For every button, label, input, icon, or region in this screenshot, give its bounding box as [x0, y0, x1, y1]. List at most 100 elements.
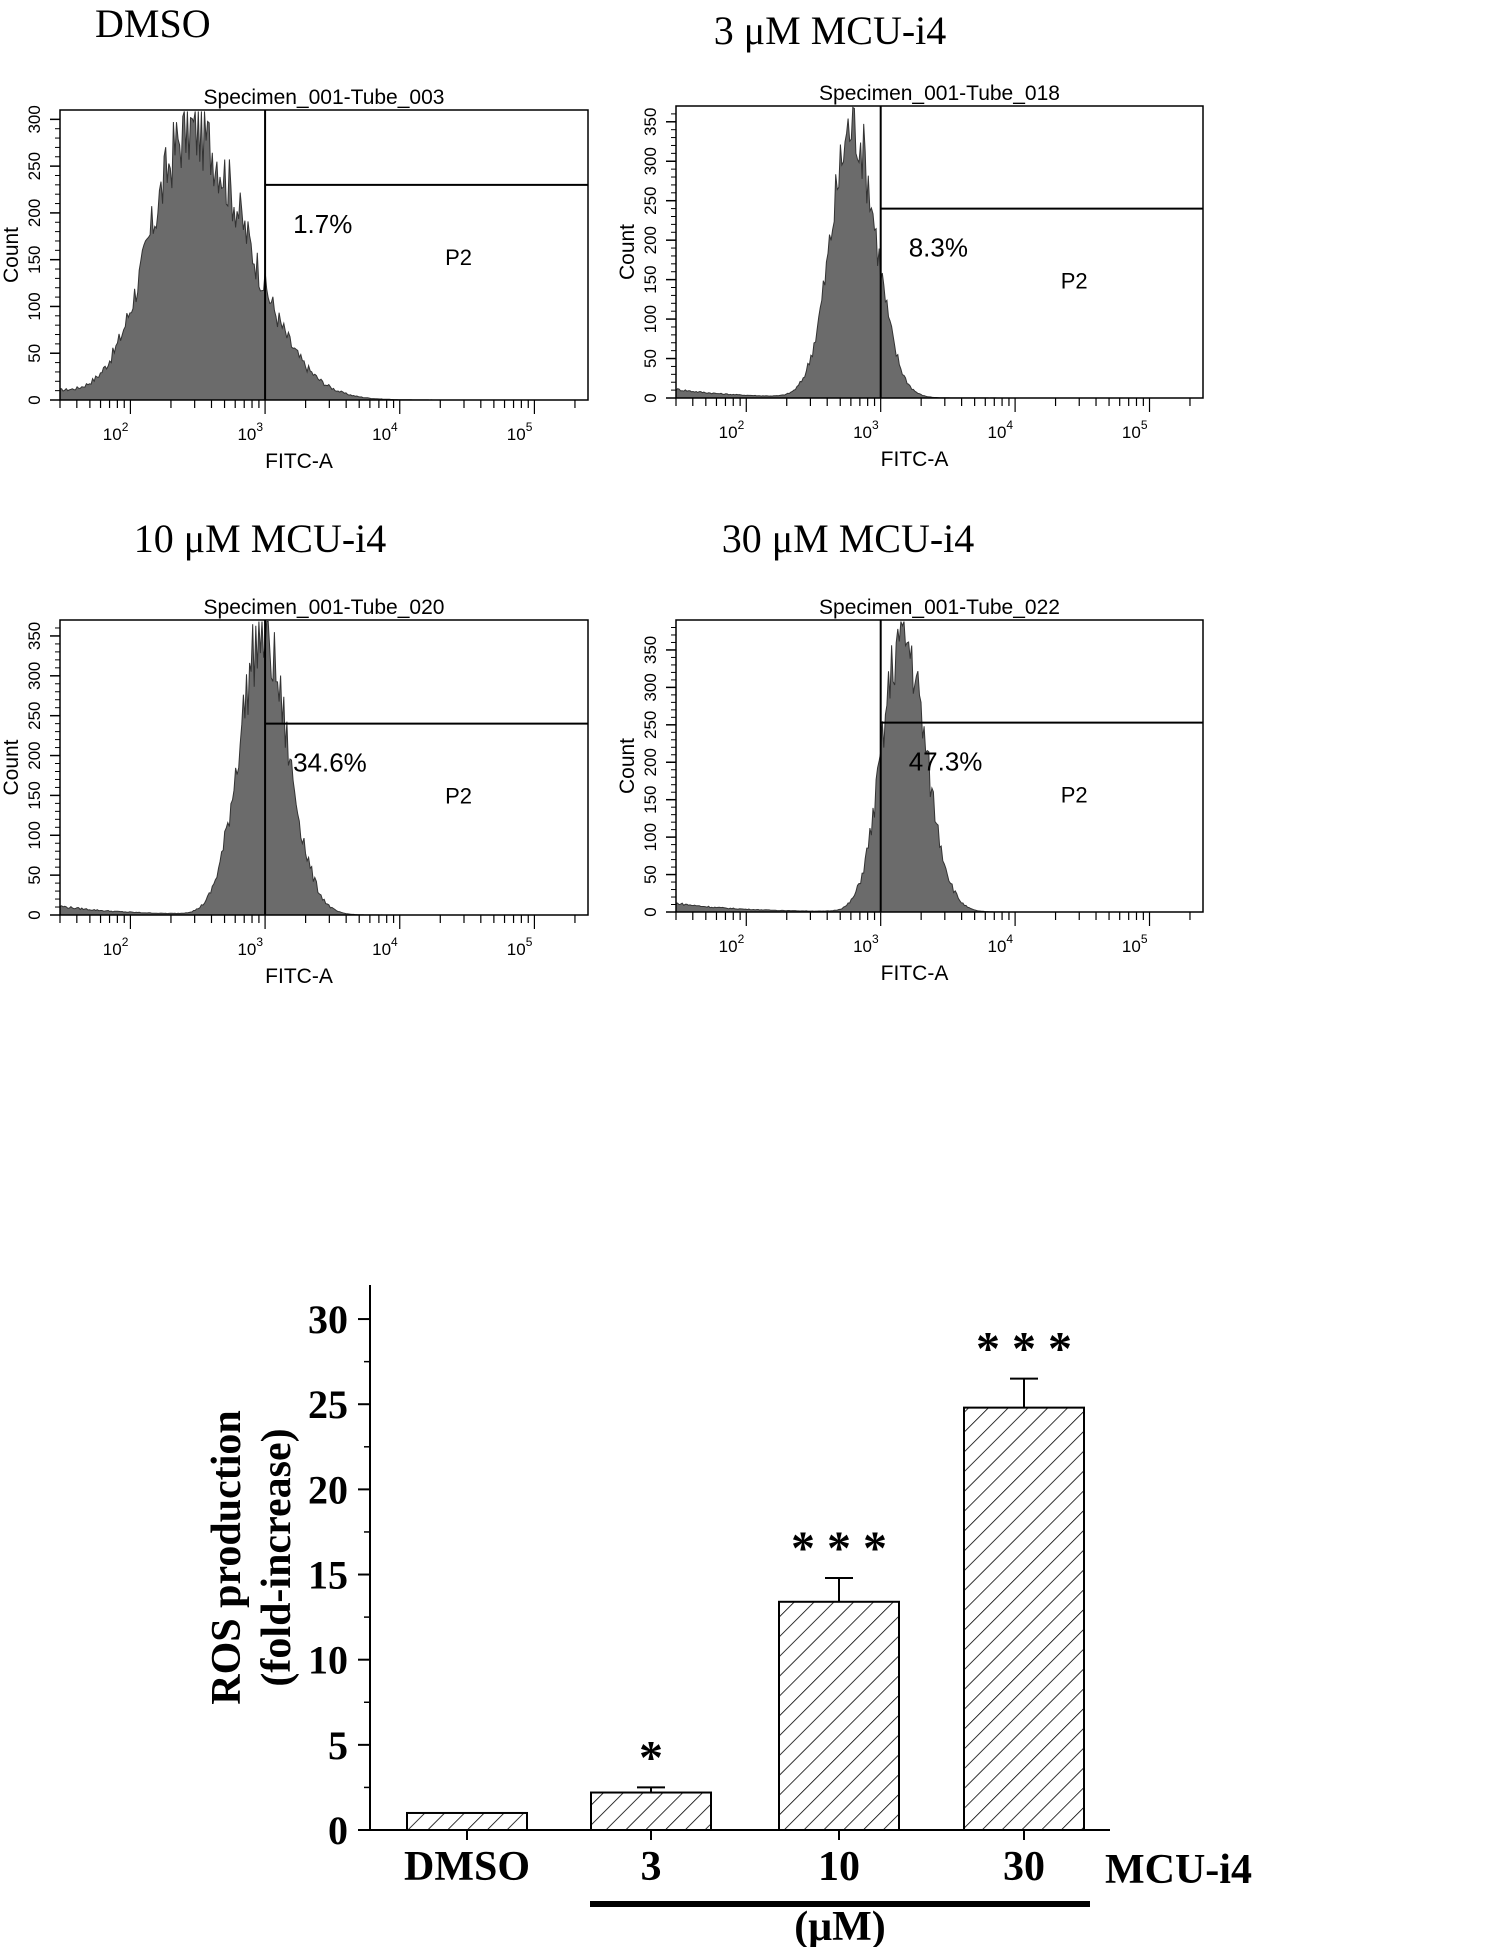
x-tick-exponent: 3: [872, 418, 879, 432]
y-tick-label: 30: [308, 1297, 348, 1342]
y-tick-label: 100: [25, 292, 44, 320]
y-tick-label: 250: [25, 701, 44, 729]
y-tick-label: 5: [328, 1723, 348, 1768]
x-category-label: 30: [1003, 1844, 1045, 1890]
y-tick-label: 200: [641, 226, 660, 254]
x-tick-base: 10: [507, 425, 526, 444]
x-tick-label: 105: [507, 420, 533, 444]
x-tick-base: 10: [103, 425, 122, 444]
specimen-title: Specimen_001-Tube_020: [204, 596, 445, 619]
x-tick-exponent: 4: [391, 935, 398, 949]
y-tick-label: 0: [641, 393, 660, 402]
y-tick-label: 0: [641, 907, 660, 916]
panel-title: 10 μM MCU-i4: [134, 516, 387, 561]
x-tick-exponent: 4: [1006, 932, 1013, 946]
x-tick-exponent: 4: [391, 420, 398, 434]
x-tick-label: 103: [237, 935, 263, 959]
y-tick-label: 350: [25, 622, 44, 650]
panel-title: DMSO: [95, 1, 211, 46]
x-tick-label: 102: [719, 418, 745, 442]
gate-name-label: P2: [1061, 783, 1088, 808]
bar: [963, 1406, 1085, 1831]
x-tick-exponent: 3: [256, 935, 263, 949]
y-tick-label: 50: [25, 866, 44, 885]
gate-name-label: P2: [445, 784, 472, 809]
specimen-title: Specimen_001-Tube_003: [204, 86, 445, 109]
x-tick-exponent: 2: [122, 935, 129, 949]
gate-percent-label: 8.3%: [909, 233, 968, 263]
gate-name-label: P2: [1061, 269, 1088, 294]
y-tick-label: 350: [641, 636, 660, 664]
y-tick-label: 200: [25, 199, 44, 227]
x-tick-label: 105: [1122, 418, 1148, 442]
histogram-area: [59, 111, 464, 401]
x-tick-base: 10: [719, 937, 738, 956]
x-tick-label: 103: [853, 418, 879, 442]
x-tick-exponent: 3: [256, 420, 263, 434]
significance-marker: *: [639, 1731, 663, 1784]
y-tick-label: 350: [641, 108, 660, 136]
x-tick-base: 10: [853, 423, 872, 442]
y-tick-label: 15: [308, 1553, 348, 1598]
y-tick-label: 0: [25, 910, 44, 919]
x-axis-label: FITC-A: [881, 962, 949, 985]
y-tick-label: 150: [25, 781, 44, 809]
y-tick-label: 300: [25, 105, 44, 133]
y-axis-label: Count: [0, 227, 23, 283]
bar: [406, 1811, 528, 1831]
y-tick-label: 10: [308, 1638, 348, 1683]
x-tick-base: 10: [853, 937, 872, 956]
x-tick-base: 10: [1122, 423, 1141, 442]
x-tick-exponent: 4: [1006, 418, 1013, 432]
gate-percent-label: 34.6%: [293, 748, 367, 778]
x-tick-label: 104: [372, 935, 398, 959]
x-tick-base: 10: [507, 940, 526, 959]
y-tick-label: 100: [25, 821, 44, 849]
y-tick-label: 25: [308, 1382, 348, 1427]
panel-title: 30 μM MCU-i4: [722, 516, 975, 561]
unit-label: (μM): [794, 1904, 885, 1947]
histogram-panel-30um: 30 μM MCU-i4 Specimen_001-Tube_022 47.3% P2…: [616, 516, 1204, 985]
x-tick-label: 103: [237, 420, 263, 444]
plot-frame: [675, 105, 1204, 399]
x-tick-exponent: 5: [526, 935, 533, 949]
bar: [778, 1600, 900, 1831]
x-tick-base: 10: [103, 940, 122, 959]
x-tick-base: 10: [987, 937, 1006, 956]
x-axis-label: FITC-A: [265, 965, 333, 988]
y-axis-label: Count: [0, 739, 23, 795]
x-tick-base: 10: [1122, 937, 1141, 956]
histogram-area: [675, 621, 1080, 913]
significance-marker: * * *: [976, 1323, 1072, 1376]
x-tick-exponent: 3: [872, 932, 879, 946]
specimen-title: Specimen_001-Tube_022: [819, 596, 1060, 619]
y-tick-label: 50: [25, 344, 44, 363]
x-tick-base: 10: [372, 940, 391, 959]
x-tick-base: 10: [237, 940, 256, 959]
y-tick-label: 300: [641, 673, 660, 701]
significance-marker: * * *: [791, 1522, 887, 1575]
x-tick-exponent: 2: [738, 932, 745, 946]
x-tick-base: 10: [237, 425, 256, 444]
gate-percent-label: 47.3%: [909, 747, 983, 777]
y-tick-label: 50: [641, 865, 660, 884]
x-tick-exponent: 5: [1141, 418, 1148, 432]
x-tick-exponent: 5: [1141, 932, 1148, 946]
plot-frame: [59, 619, 589, 916]
histogram-panel-dmso: DMSO Specimen_001-Tube_003 1.7% P2 0 50 100 150…: [0, 1, 589, 473]
x-tick-base: 10: [372, 425, 391, 444]
x-category-label: 10: [818, 1844, 860, 1890]
histogram-panel-3um: 3 μM MCU-i4 Specimen_001-Tube_018 8.3% P2 0 5…: [616, 8, 1204, 471]
y-tick-label: 150: [641, 265, 660, 293]
x-tick-label: 102: [103, 935, 129, 959]
y-axis-label: Count: [616, 738, 639, 794]
group-label: MCU-i4: [1105, 1847, 1252, 1893]
y-tick-label: 150: [641, 786, 660, 814]
y-tick-label: 250: [641, 187, 660, 215]
panel-title: 3 μM MCU-i4: [714, 8, 947, 53]
y-tick-label: 200: [641, 748, 660, 776]
y-tick-label: 250: [25, 152, 44, 180]
bar: [590, 1791, 712, 1831]
x-axis-label: FITC-A: [265, 450, 333, 473]
